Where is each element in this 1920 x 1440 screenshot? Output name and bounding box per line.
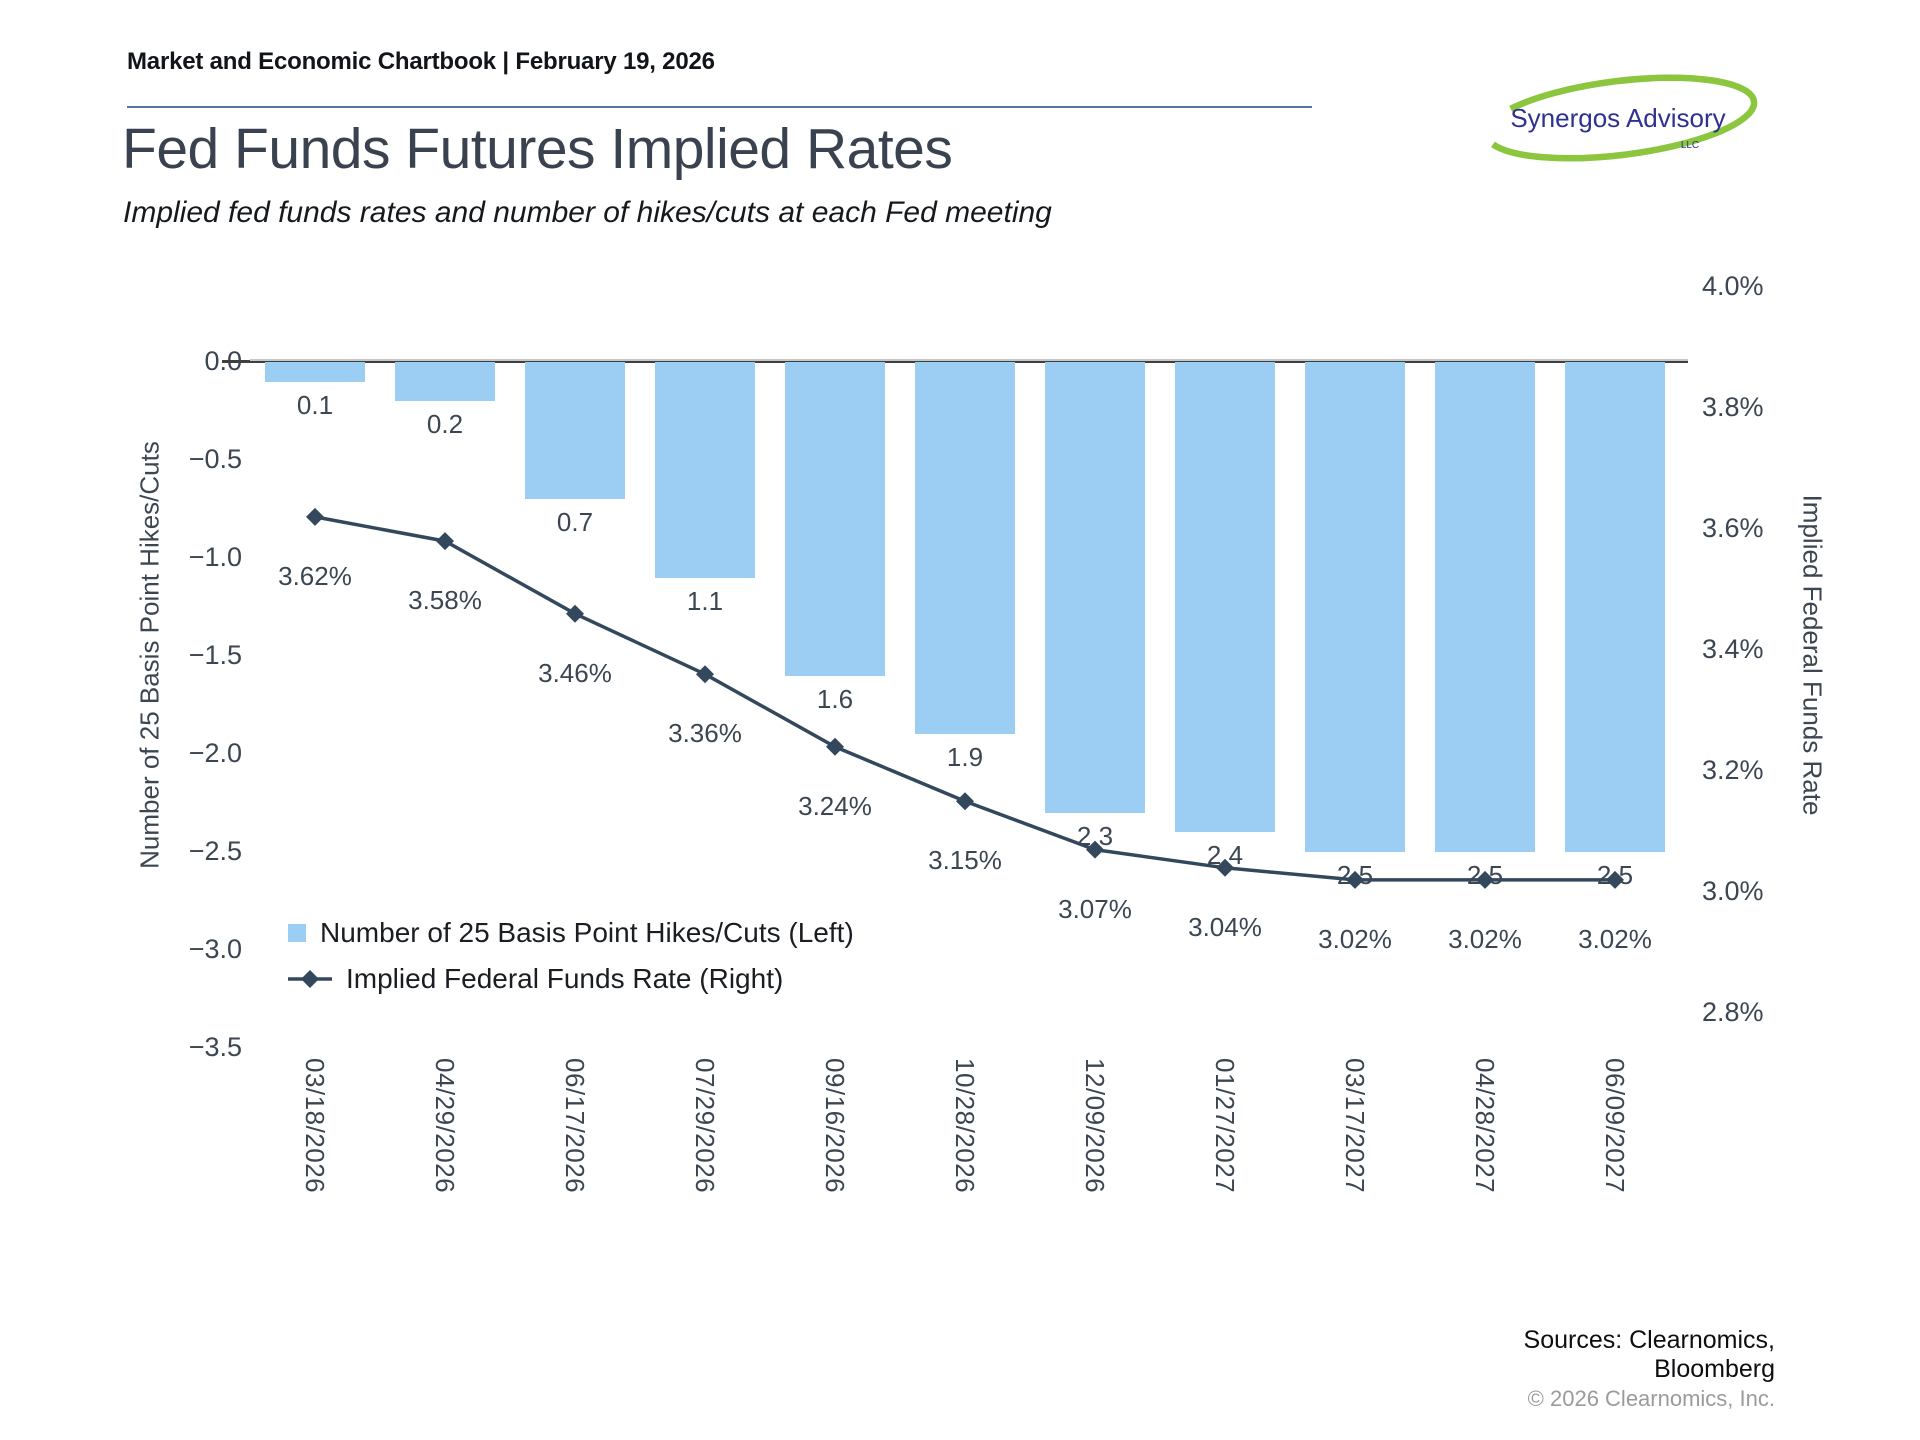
right-axis-tick-label: 3.0% [1702,876,1764,906]
bar [525,362,625,500]
rate-value-label: 3.36% [668,718,742,749]
x-axis-tick-label: 10/28/2026 [950,1058,980,1194]
left-axis-tick-label: −2.0 [188,738,242,768]
zero-gridline [250,359,1688,361]
x-axis-tick-label: 01/27/2027 [1210,1058,1240,1194]
rate-line-marker [306,507,324,526]
company-logo: Synergos Advisory LLC [1468,66,1778,176]
logo-suffix: LLC [1681,140,1699,151]
bar [1045,362,1145,813]
rate-value-label: 3.02% [1448,923,1522,954]
legend-label-bars: Number of 25 Basis Point Hikes/Cuts (Lef… [320,917,854,948]
logo-text: Synergos Advisory [1510,103,1725,133]
copyright-note: © 2026 Clearnomics, Inc. [1527,1386,1775,1411]
bar-value-label: 2.5 [1336,860,1374,890]
right-axis-tick-label: 4.0% [1702,271,1764,301]
bar-value-label: 2.5 [1466,860,1504,890]
legend-row-bars: Number of 25 Basis Point Hikes/Cuts (Lef… [288,910,854,956]
x-axis-tick-label: 03/18/2026 [300,1058,330,1194]
rate-value-label: 3.07% [1058,893,1132,924]
x-axis-tick-label: 04/29/2026 [430,1058,460,1194]
line-series-swatch-icon [288,970,332,988]
chart-legend: Number of 25 Basis Point Hikes/Cuts (Lef… [288,910,854,1002]
right-axis-tick-label: 3.2% [1702,755,1764,785]
bar-value-label: 1.1 [686,585,724,616]
left-axis-tick-label: −1.5 [188,640,242,670]
bar [1175,362,1275,833]
rate-value-label: 3.24% [798,790,872,821]
bar-value-label: 0.7 [556,507,594,538]
right-axis-tick-label: 3.8% [1702,392,1764,422]
x-axis-tick-label: 06/17/2026 [560,1058,590,1194]
bar [785,362,885,676]
x-axis-tick-label: 09/16/2026 [820,1058,850,1194]
sources-note: Sources: Clearnomics, Bloomberg [1524,1326,1775,1384]
rate-line-marker [436,532,454,551]
rate-line-marker [826,737,844,756]
bar-value-label: 0.2 [426,409,464,440]
bar [1305,362,1405,852]
rate-line-marker [956,792,974,811]
rate-line-marker [566,604,584,623]
rate-value-label: 3.62% [278,560,352,591]
rate-value-label: 3.02% [1578,923,1652,954]
left-axis-tick-label: −3.0 [188,934,242,964]
x-axis-tick-label: 12/09/2026 [1080,1058,1110,1194]
chartbook-header: Market and Economic Chartbook | February… [127,48,715,75]
bar-series-swatch-icon [288,924,306,942]
rate-value-label: 3.02% [1318,923,1392,954]
header-rule [127,106,1312,108]
left-axis-tick-label: −1.0 [188,542,242,572]
rate-value-label: 3.58% [408,585,482,616]
legend-row-line: Implied Federal Funds Rate (Right) [288,956,854,1002]
x-axis-tick-label: 07/29/2026 [690,1058,720,1194]
rate-value-label: 3.15% [928,845,1002,876]
bar [655,362,755,578]
right-axis-tick-label: 2.8% [1702,997,1764,1027]
bar-value-label: 1.6 [816,683,854,714]
left-axis-tick-label: −0.5 [188,444,242,474]
page-title: Fed Funds Futures Implied Rates [122,117,953,181]
rate-line-marker [696,665,714,684]
right-axis-tick-label: 3.4% [1702,634,1764,664]
legend-label-line: Implied Federal Funds Rate (Right) [346,963,784,994]
bar [1435,362,1535,852]
x-axis-tick-label: 06/09/2027 [1600,1058,1630,1194]
logo-ellipse-icon: Synergos Advisory LLC [1482,74,1758,162]
sources-line-2: Bloomberg [1654,1355,1775,1383]
page-subtitle: Implied fed funds rates and number of hi… [123,196,1052,229]
bar-value-label: 0.1 [296,389,334,420]
bar-value-label: 2.5 [1596,860,1634,890]
zero-axis-line [222,360,1688,363]
left-axis-tick-label: −3.5 [188,1032,242,1062]
bar-value-label: 2.3 [1076,820,1114,851]
bar [1565,362,1665,852]
bar [265,362,365,382]
bar [915,362,1015,735]
bar-value-label: 1.9 [946,742,984,773]
bar-value-label: 2.4 [1206,840,1244,871]
x-axis-tick-label: 04/28/2027 [1470,1058,1500,1194]
left-axis-tick-label: −2.5 [188,836,242,866]
x-axis-tick-label: 03/17/2027 [1340,1058,1370,1194]
sources-line-1: Sources: Clearnomics, [1523,1326,1775,1354]
rate-value-label: 3.46% [538,657,612,688]
right-axis-tick-label: 3.6% [1702,513,1764,543]
right-axis-title: Implied Federal Funds Rate [1797,494,1828,816]
rate-value-label: 3.04% [1188,911,1262,942]
bar [395,362,495,402]
